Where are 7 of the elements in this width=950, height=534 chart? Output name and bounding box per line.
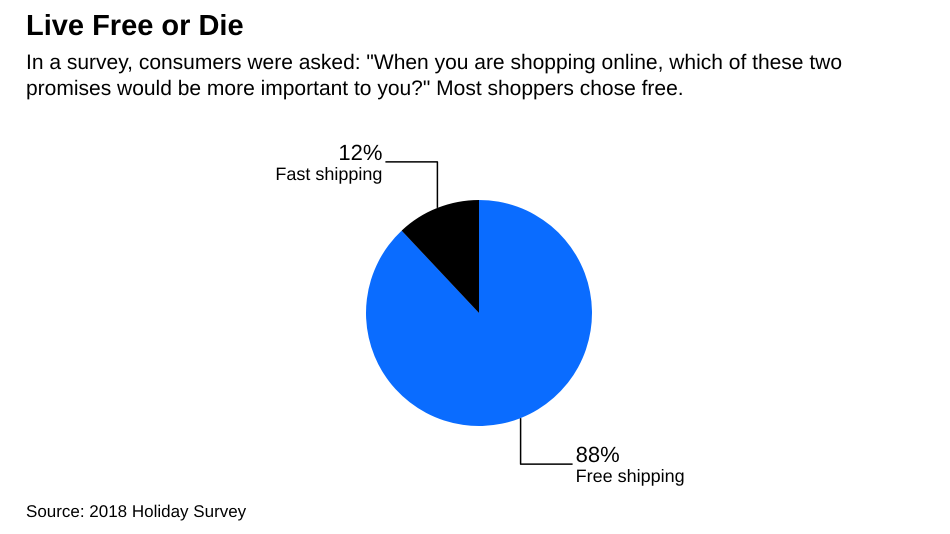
source-note: Source: 2018 Holiday Survey	[26, 502, 246, 522]
slice-label: Free shipping	[576, 466, 685, 486]
chart-subtitle: In a survey, consumers were asked: "When you are shopping online, which of these two promises would be more important to you?" Most shoppers chose free.	[26, 50, 843, 102]
chart-title: Live Free or Die	[26, 10, 244, 43]
slice-label: Fast shipping	[275, 164, 382, 184]
data-label: 88%	[576, 442, 620, 468]
data-label: 12%	[338, 140, 382, 165]
